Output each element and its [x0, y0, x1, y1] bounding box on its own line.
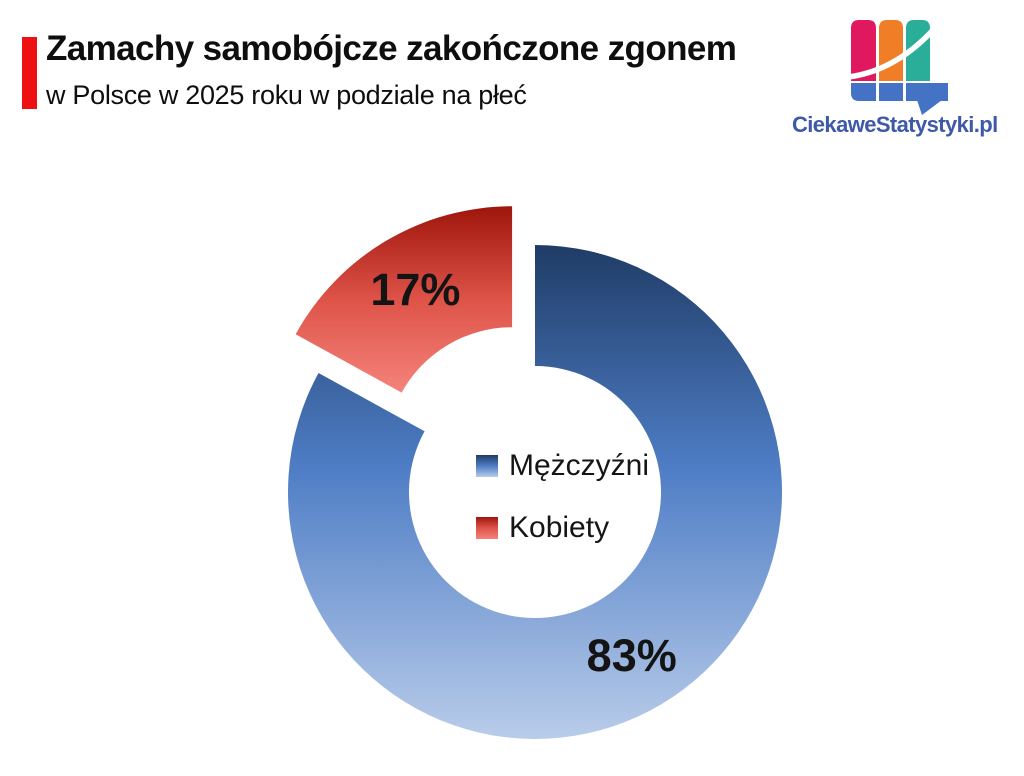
- chart-legend: Mężczyźni Kobiety: [476, 448, 649, 572]
- logo-bubble-row-left: [851, 83, 876, 101]
- legend-label-mezczyzni: Mężczyźni: [509, 449, 650, 482]
- legend-label-kobiety: Kobiety: [509, 511, 610, 544]
- slice-label-kobiety: 17%: [370, 264, 460, 315]
- logo-trend-swoosh-icon: [845, 27, 936, 80]
- legend-swatch-mezczyzni: [476, 455, 498, 477]
- logo-bubble-row-mid: [879, 83, 903, 101]
- page-title: Zamachy samobójcze zakończone zgonem: [46, 29, 737, 68]
- logo-mark-icon: [845, 20, 948, 115]
- slice-label-mezczyzni: 83%: [587, 630, 677, 681]
- logo-bubble-tail: [917, 100, 942, 115]
- slice-mezczyzni: [287, 245, 782, 740]
- title-accent-bar: [22, 37, 37, 109]
- logo-text: CiekaweStatystyki.pl: [792, 112, 998, 137]
- legend-item-mezczyzni: Mężczyźni: [476, 448, 649, 484]
- logo-bar-teal: [906, 20, 930, 81]
- legend-item-kobiety: Kobiety: [476, 510, 649, 546]
- slice-kobiety: [295, 206, 513, 393]
- page-subtitle: w Polsce w 2025 roku w podziale na płeć: [46, 80, 527, 110]
- logo-bar-pink: [851, 20, 876, 81]
- logo-bubble-row-right: [906, 83, 948, 101]
- legend-swatch-kobiety: [476, 517, 498, 539]
